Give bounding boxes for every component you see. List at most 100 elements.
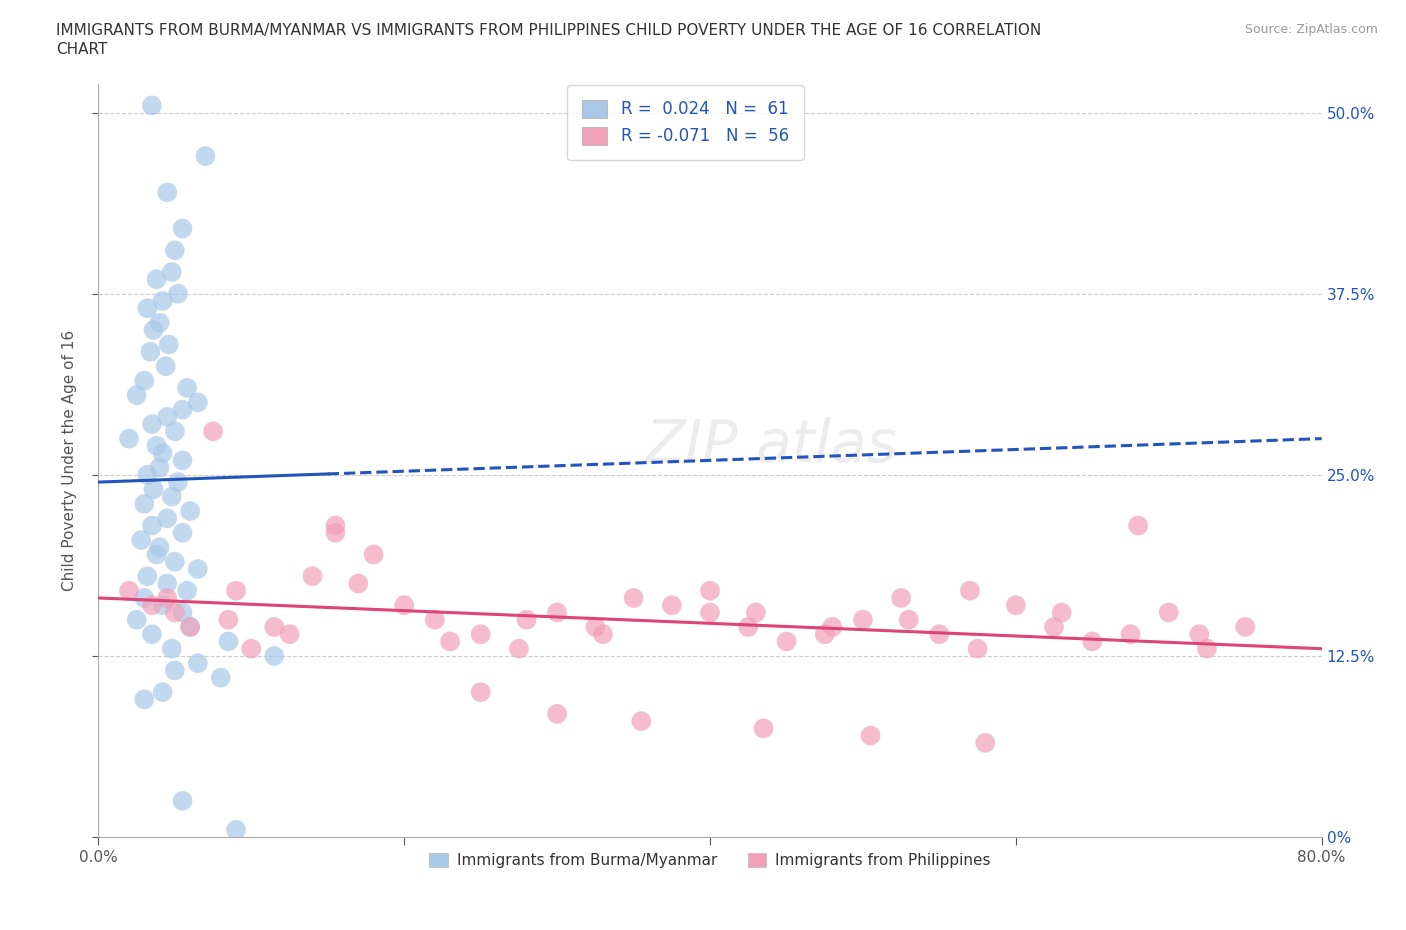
Point [167, 474, 190, 489]
Point [439, 634, 461, 649]
Point [187, 395, 209, 410]
Point [172, 525, 194, 540]
Text: Source: ZipAtlas.com: Source: ZipAtlas.com [1244, 23, 1378, 36]
Point [630, 713, 652, 728]
Point [142, 323, 165, 338]
Point [163, 663, 186, 678]
Point [156, 576, 179, 591]
Point [194, 149, 217, 164]
Point [141, 417, 163, 432]
Point [1234, 619, 1257, 634]
Y-axis label: Child Poverty Under the Age of 16: Child Poverty Under the Age of 16 [62, 330, 77, 591]
Point [160, 264, 183, 279]
Point [172, 605, 194, 620]
Point [163, 424, 186, 439]
Point [1195, 642, 1218, 657]
Point [661, 598, 683, 613]
Point [775, 634, 797, 649]
Point [583, 619, 606, 634]
Point [142, 482, 165, 497]
Point [278, 627, 301, 642]
Point [141, 598, 163, 613]
Point [134, 591, 156, 605]
Point [516, 612, 538, 627]
Point [172, 793, 194, 808]
Point [897, 612, 920, 627]
Legend: Immigrants from Burma/Myanmar, Immigrants from Philippines: Immigrants from Burma/Myanmar, Immigrant… [423, 847, 997, 874]
Point [152, 684, 174, 699]
Point [134, 373, 156, 388]
Point [149, 460, 172, 475]
Point [859, 728, 882, 743]
Point [172, 221, 194, 236]
Point [149, 539, 172, 554]
Text: IMMIGRANTS FROM BURMA/MYANMAR VS IMMIGRANTS FROM PHILIPPINES CHILD POVERTY UNDER: IMMIGRANTS FROM BURMA/MYANMAR VS IMMIGRA… [56, 23, 1042, 38]
Point [959, 583, 981, 598]
Point [301, 569, 323, 584]
Point [156, 185, 179, 200]
Point [129, 533, 152, 548]
Point [149, 315, 172, 330]
Point [160, 642, 183, 657]
Point [136, 300, 159, 315]
Point [699, 583, 721, 598]
Point [821, 619, 844, 634]
Point [202, 424, 225, 439]
Point [179, 504, 201, 519]
Point [325, 518, 347, 533]
Point [1050, 605, 1073, 620]
Point [508, 642, 530, 657]
Point [172, 402, 194, 417]
Point [699, 605, 721, 620]
Point [974, 736, 997, 751]
Point [152, 294, 174, 309]
Point [1004, 598, 1026, 613]
Point [347, 576, 370, 591]
Point [152, 445, 174, 460]
Point [134, 497, 156, 512]
Point [209, 671, 232, 685]
Point [737, 619, 759, 634]
Point [752, 721, 775, 736]
Point [225, 822, 247, 837]
Point [1081, 634, 1104, 649]
Point [1188, 627, 1211, 642]
Point [1157, 605, 1180, 620]
Point [423, 612, 446, 627]
Point [156, 409, 179, 424]
Point [134, 692, 156, 707]
Point [745, 605, 768, 620]
Point [1043, 619, 1066, 634]
Point [157, 337, 180, 352]
Point [392, 598, 416, 613]
Point [139, 344, 162, 359]
Point [546, 605, 568, 620]
Point [187, 562, 209, 577]
Point [145, 272, 167, 286]
Point [592, 627, 614, 642]
Point [928, 627, 950, 642]
Point [852, 612, 875, 627]
Point [176, 380, 198, 395]
Point [156, 591, 179, 605]
Point [118, 432, 141, 446]
Point [172, 453, 194, 468]
Point [325, 525, 347, 540]
Point [890, 591, 912, 605]
Point [546, 707, 568, 722]
Point [156, 511, 179, 525]
Point [179, 619, 201, 634]
Point [966, 642, 988, 657]
Point [145, 438, 167, 453]
Point [163, 554, 186, 569]
Point [217, 634, 239, 649]
Point [136, 468, 159, 483]
Point [152, 598, 174, 613]
Point [141, 518, 163, 533]
Point [217, 612, 239, 627]
Point [1128, 518, 1150, 533]
Point [141, 627, 163, 642]
Point [145, 547, 167, 562]
Point [363, 547, 385, 562]
Point [167, 286, 190, 301]
